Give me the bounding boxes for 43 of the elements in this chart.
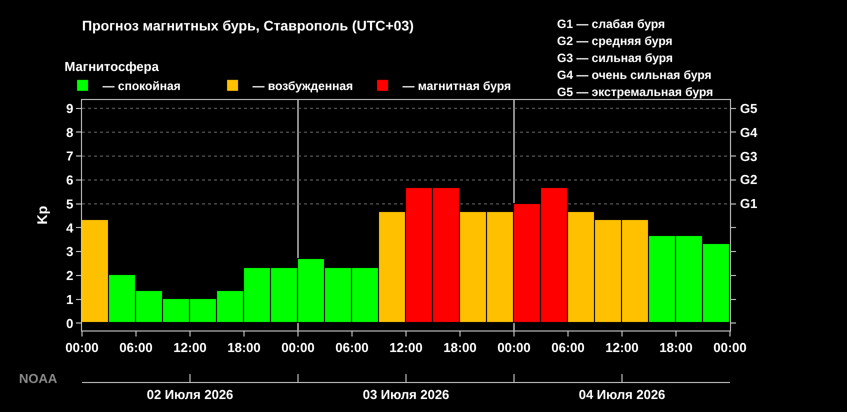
x-tick-label: 06:00: [335, 340, 369, 355]
legend-label: — спокойная: [102, 79, 181, 94]
x-tick-label: 00:00: [65, 340, 99, 355]
x-tick-label: 00:00: [281, 340, 315, 355]
text: G2 — средняя буря: [557, 34, 672, 48]
x-tick-label: 06:00: [551, 340, 585, 355]
ref-line-label: G3: [740, 149, 758, 164]
y-axis-title: Kp: [34, 206, 50, 225]
y-tick-label: 8: [66, 124, 74, 140]
y-tick-label: 6: [66, 172, 74, 188]
y-tick-label: 1: [66, 292, 74, 307]
y-tick-label: 3: [66, 244, 74, 260]
x-tick-label: 18:00: [659, 340, 693, 355]
ref-line-label: G2: [740, 172, 758, 187]
chart-title: Прогноз магнитных бурь, Ставрополь (UTC+03): [82, 17, 414, 34]
x-tick-label: 12:00: [389, 340, 423, 355]
x-tick-label: 12:00: [173, 340, 207, 355]
text: G4 — очень сильная буря: [557, 68, 712, 82]
text: G5 — экстремальная буря: [557, 85, 714, 99]
ref-line-label: G4: [740, 125, 758, 140]
y-tick-label: 7: [66, 148, 74, 164]
x2-tick-label: 02 Июля 2026: [146, 386, 234, 402]
x-tick-label: 00:00: [497, 340, 531, 355]
text: G3 — сильная буря: [557, 51, 673, 65]
legend-title: Магнитосфера: [64, 58, 160, 74]
x-tick-label: 00:00: [713, 340, 747, 355]
x-tick-label: 06:00: [119, 340, 153, 355]
legend-label: — магнитная буря: [402, 79, 511, 94]
x2-tick-label: 04 Июля 2026: [578, 386, 666, 402]
text: NOAA: [19, 371, 58, 386]
x2-tick-label: 03 Июля 2026: [362, 386, 450, 402]
ref-line-label: G5: [740, 101, 758, 116]
y-tick-label: 4: [66, 220, 74, 236]
x-tick-label: 12:00: [605, 340, 639, 355]
ref-line-label: G1: [740, 196, 758, 211]
y-tick-label: 2: [66, 268, 74, 284]
legend-label: — возбужденная: [252, 79, 353, 94]
y-tick-label: 9: [66, 100, 74, 116]
y-tick-label: 0: [66, 316, 74, 331]
y-tick-label: 5: [66, 196, 74, 212]
x-tick-label: 18:00: [443, 340, 477, 355]
x-tick-label: 18:00: [227, 340, 261, 355]
text: G1 — слабая буря: [557, 17, 666, 31]
